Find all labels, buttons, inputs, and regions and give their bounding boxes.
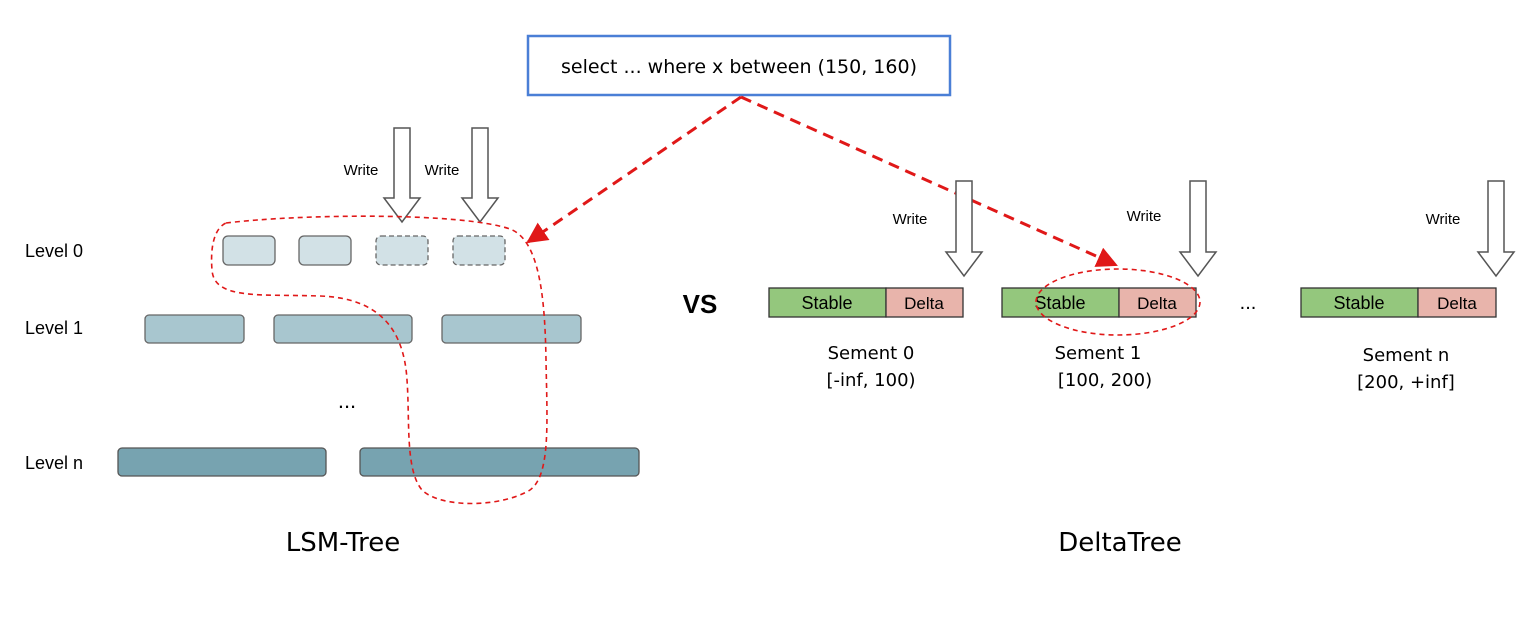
- write-label: Write: [425, 162, 460, 179]
- segment-name: Sement 1: [1055, 343, 1142, 364]
- segment-range: [100, 200): [1058, 370, 1152, 391]
- segment-range: [200, +inf]: [1357, 372, 1455, 393]
- lsm-query-region: [210, 215, 548, 505]
- delta-part: [1118, 287, 1197, 318]
- query-box: select ... where x between (150, 160): [526, 34, 952, 97]
- write-arrow: [944, 180, 984, 278]
- segment-name: Sement n: [1363, 345, 1450, 366]
- query-arrow-to-lsm: [526, 95, 742, 244]
- segment: Write Stable Delta Sement n [200, +inf]: [1300, 180, 1516, 393]
- level-n-block: [117, 447, 327, 477]
- segment-range: [-inf, 100): [826, 370, 915, 391]
- write-arrow: [1178, 180, 1218, 278]
- segment-name: Sement 0: [828, 343, 915, 364]
- query-text: select ... where x between (150, 160): [561, 56, 917, 78]
- deltatree-title: DeltaTree: [1058, 528, 1182, 558]
- lsm-write-arrow: Write: [344, 127, 422, 224]
- write-label: Write: [344, 162, 379, 179]
- level-0-block: [222, 235, 276, 266]
- segment: Write Stable Delta Sement 0 [-inf, 100): [768, 180, 984, 391]
- level-n-block: [359, 447, 640, 477]
- stable-part: [1001, 287, 1120, 318]
- lsm-tree-title: LSM-Tree: [286, 528, 401, 558]
- query-arrow-to-deltatree: [740, 95, 1118, 267]
- vs-label: VS: [683, 289, 718, 319]
- write-arrow: [1476, 180, 1516, 278]
- stable-part: [1300, 287, 1419, 318]
- lsm-write-arrow: Write: [425, 127, 500, 224]
- deltatree-ellipsis: ...: [1240, 292, 1257, 314]
- write-label: Write: [1127, 208, 1162, 225]
- stable-label: Stable: [1034, 293, 1085, 313]
- delta-label: Delta: [904, 294, 944, 313]
- stable-label: Stable: [1333, 293, 1384, 313]
- level-label: Level 1: [25, 318, 83, 338]
- write-label: Write: [1426, 211, 1461, 228]
- level-0-block-pending: [375, 235, 429, 266]
- level-1-block: [273, 314, 413, 344]
- level-0-block-pending: [452, 235, 506, 266]
- level-1-block: [441, 314, 582, 344]
- lsm-ellipsis: ...: [338, 388, 356, 413]
- level-0-block: [298, 235, 352, 266]
- stable-label: Stable: [801, 293, 852, 313]
- delta-part: [1417, 287, 1497, 318]
- segment-query-highlight: [1035, 268, 1201, 336]
- write-label: Write: [893, 211, 928, 228]
- delta-label: Delta: [1137, 294, 1177, 313]
- segment: Write Stable Delta Sement 1 [100, 200): [1001, 180, 1218, 391]
- level-label: Level 0: [25, 241, 83, 261]
- level-1-block: [144, 314, 245, 344]
- delta-part: [885, 287, 964, 318]
- level-label: Level n: [25, 453, 83, 473]
- delta-label: Delta: [1437, 294, 1477, 313]
